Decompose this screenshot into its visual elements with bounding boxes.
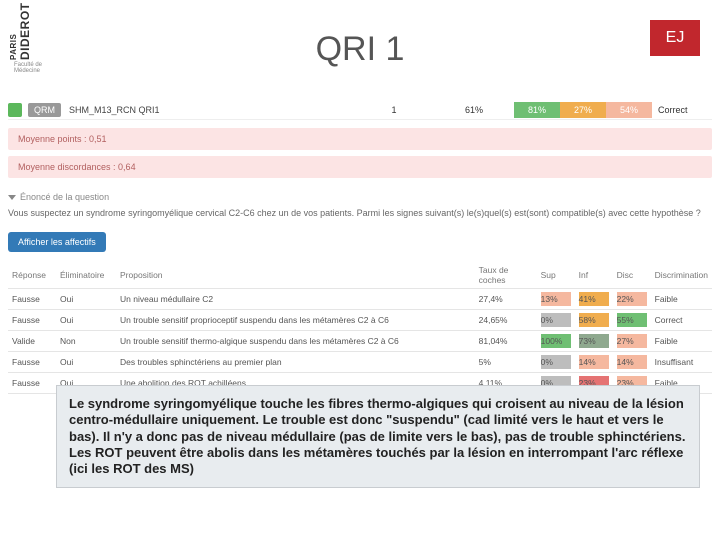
cell-prop: Des troubles sphinctériens au premier pl… xyxy=(116,351,475,372)
cell-inf: 58% xyxy=(575,309,613,330)
cell-disc: 27% xyxy=(613,330,651,351)
show-affectifs-button[interactable]: Afficher les affectifs xyxy=(8,232,106,252)
cell-elim: Oui xyxy=(56,309,116,330)
cell-sup: 0% xyxy=(537,309,575,330)
qrm-verdict: Correct xyxy=(652,105,712,115)
chevron-down-icon xyxy=(8,195,16,200)
cell-elim: Oui xyxy=(56,288,116,309)
table-header-row: Réponse Éliminatoire Proposition Taux de… xyxy=(8,262,712,289)
cell-prop: Un trouble sensitif thermo-algique suspe… xyxy=(116,330,475,351)
cell-inf: 41% xyxy=(575,288,613,309)
cell-reponse: Fausse xyxy=(8,309,56,330)
enonce-label: Énoncé de la question xyxy=(8,192,712,202)
expand-icon[interactable] xyxy=(8,103,22,117)
qrm-stat-inf: 27% xyxy=(560,102,606,118)
table-row: ValideNonUn trouble sensitif thermo-algi… xyxy=(8,330,712,351)
cell-reponse: Valide xyxy=(8,330,56,351)
th-elim: Éliminatoire xyxy=(56,262,116,289)
th-inf: Inf xyxy=(575,262,613,289)
th-reponse: Réponse xyxy=(8,262,56,289)
mean-disc-box: Moyenne discordances : 0,64 xyxy=(8,156,712,178)
cell-discr: Insuffisant xyxy=(651,351,712,372)
cell-prop: Un trouble sensitif proprioceptif suspen… xyxy=(116,309,475,330)
th-sup: Sup xyxy=(537,262,575,289)
table-row: FausseOuiUn trouble sensitif propriocept… xyxy=(8,309,712,330)
enonce-text: Vous suspectez un syndrome syringomyéliq… xyxy=(8,208,712,220)
qrm-stat-sup: 81% xyxy=(514,102,560,118)
th-discr: Discrimination xyxy=(651,262,712,289)
cell-disc: 22% xyxy=(613,288,651,309)
answers-table: Réponse Éliminatoire Proposition Taux de… xyxy=(8,262,712,394)
page-title: QRI 1 xyxy=(0,30,720,69)
cell-reponse: Fausse xyxy=(8,288,56,309)
explanation-box: Le syndrome syringomyélique touche les f… xyxy=(56,385,700,488)
table-row: FausseOuiDes troubles sphinctériens au p… xyxy=(8,351,712,372)
cell-inf: 73% xyxy=(575,330,613,351)
cell-taux: 27,4% xyxy=(475,288,537,309)
cell-reponse: Fausse xyxy=(8,351,56,372)
cell-sup: 13% xyxy=(537,288,575,309)
cell-inf: 14% xyxy=(575,351,613,372)
th-prop: Proposition xyxy=(116,262,475,289)
cell-taux: 5% xyxy=(475,351,537,372)
cell-elim: Oui xyxy=(56,351,116,372)
qrm-col2: 61% xyxy=(434,105,514,115)
qrm-tag: QRM xyxy=(28,103,61,117)
qrm-stat-disc: 54% xyxy=(606,102,652,118)
th-disc: Disc xyxy=(613,262,651,289)
cell-taux: 24,65% xyxy=(475,309,537,330)
cell-sup: 0% xyxy=(537,351,575,372)
cell-elim: Non xyxy=(56,330,116,351)
cell-disc: 55% xyxy=(613,309,651,330)
qrm-name: SHM_M13_RCN QRI1 xyxy=(69,105,354,115)
cell-sup: 100% xyxy=(537,330,575,351)
cell-disc: 14% xyxy=(613,351,651,372)
table-row: FausseOuiUn niveau médullaire C227,4%13%… xyxy=(8,288,712,309)
cell-discr: Correct xyxy=(651,309,712,330)
ej-badge: EJ xyxy=(650,20,700,56)
th-taux: Taux de coches xyxy=(475,262,537,289)
qrm-col1: 1 xyxy=(354,105,434,115)
cell-reponse: Fausse xyxy=(8,372,56,393)
cell-discr: Faible xyxy=(651,288,712,309)
qrm-header-row: QRM SHM_M13_RCN QRI1 1 61% 81% 27% 54% C… xyxy=(8,100,712,120)
cell-taux: 81,04% xyxy=(475,330,537,351)
cell-prop: Un niveau médullaire C2 xyxy=(116,288,475,309)
cell-discr: Faible xyxy=(651,330,712,351)
mean-points-box: Moyenne points : 0,51 xyxy=(8,128,712,150)
